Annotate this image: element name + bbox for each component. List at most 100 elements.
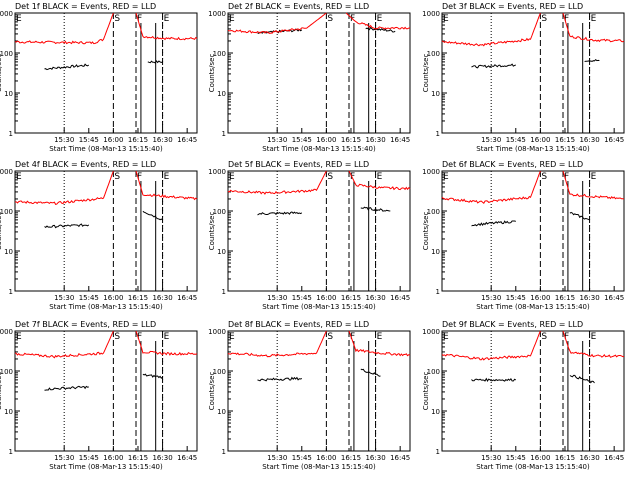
y-tick-label: 1 bbox=[436, 130, 440, 138]
x-tick-label: 16:15 bbox=[128, 454, 148, 462]
x-tick-label: 16:45 bbox=[390, 294, 410, 302]
x-tick-label: 16:30 bbox=[152, 136, 172, 144]
lld-series-line bbox=[135, 170, 198, 201]
y-axis-label: Counts/sec bbox=[0, 54, 3, 93]
events-series-line bbox=[142, 210, 163, 221]
x-axis-label: Start Time (08-Mar-13 15:15:40) bbox=[49, 463, 163, 471]
x-tick-label: 16:30 bbox=[152, 294, 172, 302]
x-tick-label: 16:15 bbox=[555, 454, 575, 462]
x-tick-label: 15:45 bbox=[292, 454, 312, 462]
panel-title: Det 4f BLACK = Events, RED = LLD bbox=[15, 160, 156, 169]
marker-label: E bbox=[377, 14, 383, 24]
events-series-line bbox=[471, 220, 516, 227]
y-tick-label: 10 bbox=[431, 248, 440, 256]
panel-det-5: Det 5f BLACK = Events, RED = LLD 1 10 100 10… bbox=[208, 160, 411, 311]
panel-det-4: Det 4f BLACK = Events, RED = LLD 1 10 100 10… bbox=[0, 160, 198, 311]
events-series-line bbox=[365, 26, 396, 33]
plot-frame bbox=[441, 12, 625, 134]
plot-frame bbox=[14, 170, 198, 292]
y-tick-label: 1 bbox=[222, 288, 226, 296]
x-tick-label: 16:15 bbox=[128, 294, 148, 302]
x-tick-label: 16:45 bbox=[390, 454, 410, 462]
x-tick-label: 15:30 bbox=[267, 294, 287, 302]
events-series-line bbox=[257, 28, 303, 34]
x-axis-label: Start Time (08-Mar-13 15:15:40) bbox=[262, 463, 376, 471]
x-tick-label: 16:45 bbox=[390, 136, 410, 144]
marker-label: E bbox=[229, 172, 235, 182]
y-tick-label: 1 bbox=[9, 288, 13, 296]
events-series-line bbox=[569, 211, 590, 221]
marker-label: S bbox=[114, 332, 120, 342]
lld-series-line bbox=[562, 12, 625, 43]
marker-label: E bbox=[591, 14, 597, 24]
y-tick-label: 1000 bbox=[208, 328, 226, 336]
x-tick-label: 16:30 bbox=[579, 136, 599, 144]
plot-frame bbox=[14, 12, 198, 134]
plot-frame bbox=[227, 12, 411, 134]
y-tick-label: 100 bbox=[0, 50, 13, 58]
marker-label: F bbox=[350, 172, 355, 182]
lld-series-line bbox=[135, 330, 198, 356]
panel-det-1: Det 1f BLACK = Events, RED = LLD 1 10 100 10… bbox=[0, 2, 198, 153]
lld-series-line bbox=[345, 12, 411, 30]
x-tick-label: 16:15 bbox=[341, 294, 361, 302]
plot-frame bbox=[441, 170, 625, 292]
x-axis-label: Start Time (08-Mar-13 15:15:40) bbox=[476, 145, 590, 153]
y-axis-label: Counts/sec bbox=[422, 372, 430, 411]
panel-title: Det 9f BLACK = Events, RED = LLD bbox=[442, 320, 583, 329]
marker-label: F bbox=[564, 14, 569, 24]
marker-label: E bbox=[443, 172, 449, 182]
panel-det-7: Det 7f BLACK = Events, RED = LLD 1 10 100 10… bbox=[0, 320, 198, 471]
marker-label: E bbox=[591, 172, 597, 182]
x-tick-label: 15:45 bbox=[79, 454, 99, 462]
y-tick-label: 1 bbox=[436, 288, 440, 296]
x-tick-label: 16:00 bbox=[103, 136, 123, 144]
x-tick-label: 16:00 bbox=[316, 454, 336, 462]
y-tick-label: 100 bbox=[0, 208, 13, 216]
marker-label: E bbox=[164, 14, 170, 24]
plot-frame bbox=[14, 330, 198, 452]
x-tick-label: 16:30 bbox=[365, 136, 385, 144]
y-tick-label: 1000 bbox=[422, 328, 440, 336]
events-series-line bbox=[257, 376, 302, 382]
y-tick-label: 1 bbox=[9, 448, 13, 456]
x-tick-label: 15:45 bbox=[506, 136, 526, 144]
events-series-line bbox=[360, 368, 381, 377]
x-tick-label: 16:15 bbox=[128, 136, 148, 144]
x-axis-label: Start Time (08-Mar-13 15:15:40) bbox=[262, 145, 376, 153]
y-tick-label: 1 bbox=[222, 130, 226, 138]
events-series-line bbox=[569, 374, 595, 384]
marker-label: E bbox=[16, 14, 22, 24]
x-tick-label: 16:15 bbox=[341, 454, 361, 462]
y-tick-label: 10 bbox=[217, 408, 226, 416]
y-axis-label: Counts/sec bbox=[422, 212, 430, 251]
lld-series-line bbox=[14, 330, 114, 359]
x-tick-label: 16:00 bbox=[103, 454, 123, 462]
panel-title: Det 8f BLACK = Events, RED = LLD bbox=[228, 320, 369, 329]
marker-label: F bbox=[137, 172, 142, 182]
y-tick-label: 1 bbox=[436, 448, 440, 456]
marker-label: S bbox=[327, 172, 333, 182]
marker-label: E bbox=[443, 332, 449, 342]
x-tick-label: 16:15 bbox=[555, 136, 575, 144]
x-tick-label: 16:30 bbox=[152, 454, 172, 462]
plot-frame bbox=[227, 170, 411, 292]
y-tick-label: 10 bbox=[217, 248, 226, 256]
x-axis-label: Start Time (08-Mar-13 15:15:40) bbox=[49, 145, 163, 153]
y-tick-label: 1000 bbox=[0, 328, 13, 336]
lld-series-line bbox=[227, 12, 327, 35]
lld-series-line bbox=[441, 330, 541, 361]
x-axis-label: Start Time (08-Mar-13 15:15:40) bbox=[262, 303, 376, 311]
panel-title: Det 6f BLACK = Events, RED = LLD bbox=[442, 160, 583, 169]
x-tick-label: 16:30 bbox=[365, 294, 385, 302]
panel-det-3: Det 3f BLACK = Events, RED = LLD 1 10 100 10… bbox=[422, 2, 625, 153]
x-axis-label: Start Time (08-Mar-13 15:15:40) bbox=[476, 303, 590, 311]
marker-label: F bbox=[137, 332, 142, 342]
marker-label: E bbox=[229, 332, 235, 342]
x-tick-label: 16:30 bbox=[579, 454, 599, 462]
events-series-line bbox=[147, 60, 163, 64]
x-tick-label: 15:45 bbox=[292, 136, 312, 144]
marker-label: S bbox=[541, 14, 547, 24]
panel-det-2: Det 2f BLACK = Events, RED = LLD 1 10 100 10… bbox=[208, 2, 411, 153]
x-tick-label: 15:30 bbox=[267, 454, 287, 462]
